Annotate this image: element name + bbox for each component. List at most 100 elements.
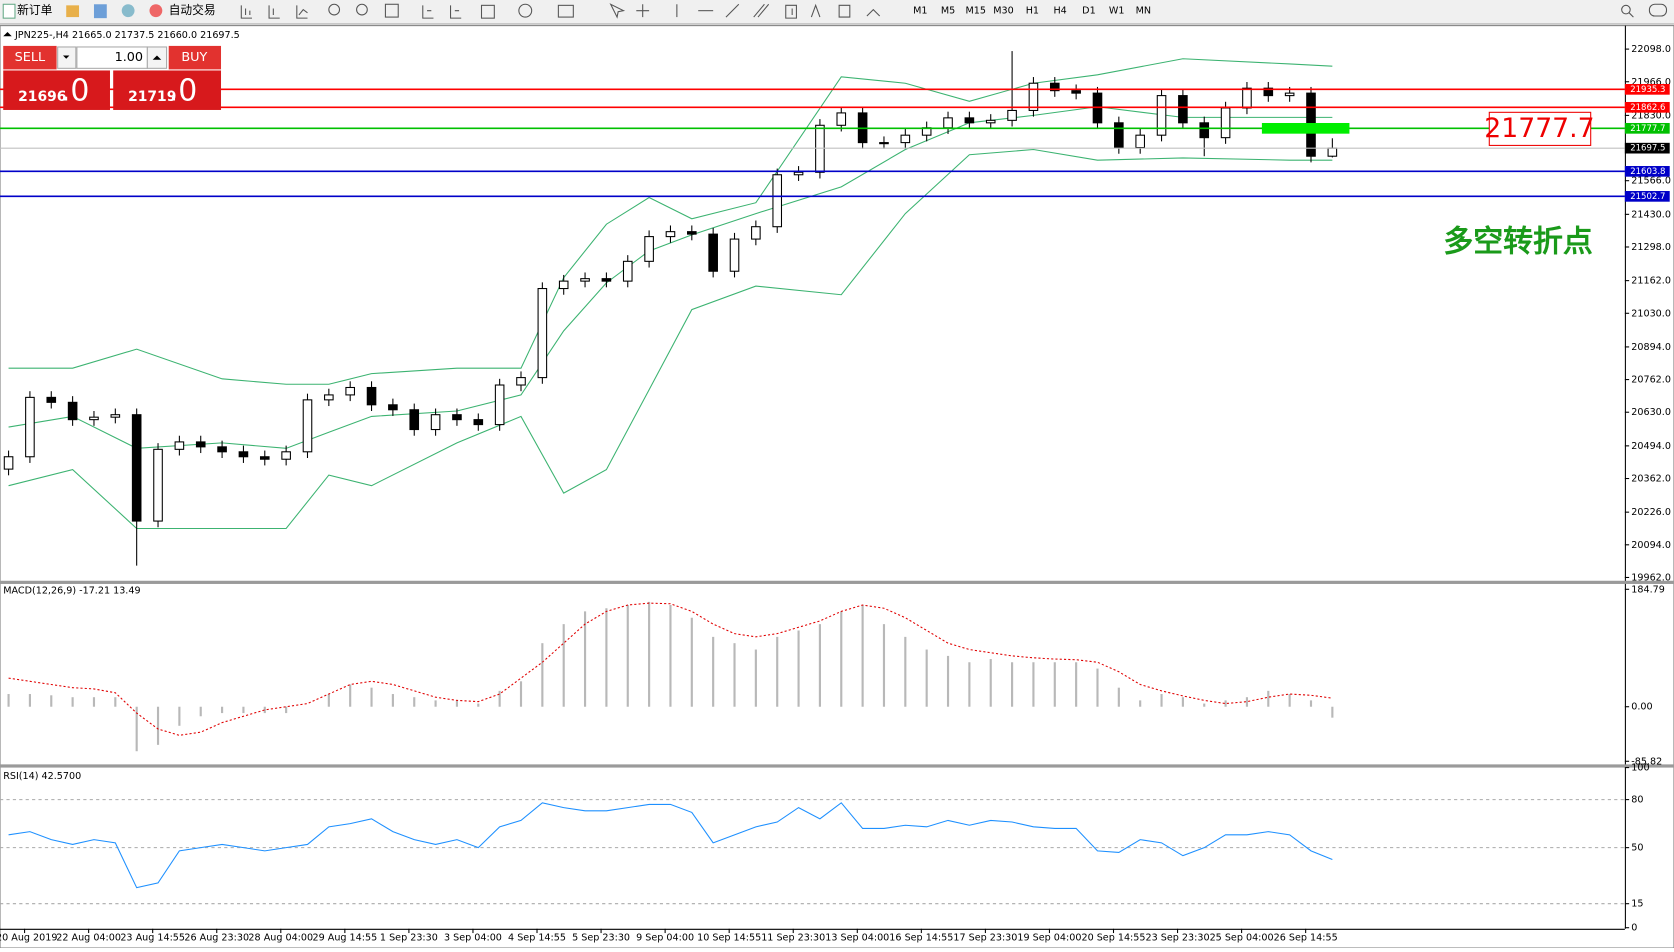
- timeframe-button[interactable]: D1: [1082, 6, 1096, 17]
- macd-title: MACD(12,26,9) -17.21 13.49: [3, 585, 140, 596]
- time-label: 26 Sep 14:55: [1274, 932, 1338, 943]
- buy-price[interactable]: 21719: [128, 89, 176, 105]
- candle-body: [558, 280, 569, 290]
- y-tick-label: 22098.0: [1631, 44, 1671, 55]
- candle-body: [195, 441, 206, 448]
- y-tick-label: 21830.0: [1631, 110, 1671, 121]
- buy-price-big[interactable]: .0: [169, 73, 198, 108]
- candle-body: [1156, 95, 1167, 136]
- sell-price-box[interactable]: [3, 70, 110, 110]
- new-order-icon[interactable]: [2, 3, 16, 19]
- y-tick-label: 20762.0: [1631, 375, 1671, 386]
- candle-body: [217, 446, 227, 453]
- time-label: 22 Aug 04:00: [56, 932, 121, 943]
- pivot-box: [1488, 111, 1592, 146]
- toolbar-tools[interactable]: [240, 3, 1668, 19]
- candle-body: [259, 456, 270, 460]
- y-tick-label: 20094.0: [1631, 540, 1671, 551]
- auto-trading-icon[interactable]: [149, 4, 163, 18]
- candle-body: [89, 416, 99, 421]
- toolbar-icon[interactable]: [93, 4, 107, 19]
- y-tick-label: 20894.0: [1631, 342, 1671, 353]
- price-label: 21862.6: [1630, 103, 1665, 113]
- y-tick-label: 0: [1631, 923, 1637, 934]
- time-label: 20 Aug 2019: [0, 932, 57, 943]
- auto-trading-button[interactable]: 自动交易: [169, 3, 216, 17]
- y-tick-label: 21162.0: [1631, 276, 1671, 287]
- buy-button[interactable]: [168, 45, 222, 70]
- macd-signal: [8, 602, 1333, 736]
- timeframe-button[interactable]: W1: [1109, 6, 1125, 17]
- candle-body: [1007, 109, 1017, 121]
- candle-body: [1049, 82, 1060, 92]
- price-label-box: [1624, 101, 1670, 113]
- candle-body: [1071, 90, 1081, 94]
- y-tick-label: 184.79: [1631, 584, 1665, 595]
- buy-price-box[interactable]: [113, 70, 222, 110]
- candle-body: [153, 448, 163, 522]
- candle-body: [622, 260, 633, 282]
- sell-price-big[interactable]: .0: [61, 73, 90, 108]
- toolbar-icon[interactable]: [121, 4, 135, 18]
- candle-body: [1114, 122, 1124, 149]
- toolbar: [0, 0, 1674, 24]
- candle-body: [665, 231, 676, 238]
- y-tick-label: -85.82: [1631, 756, 1662, 767]
- candle-body: [3, 456, 14, 470]
- sell-label[interactable]: SELL: [15, 50, 46, 65]
- y-tick-label: 20630.0: [1631, 407, 1671, 418]
- y-tick-label: 21566.0: [1631, 176, 1671, 187]
- candle-body: [131, 414, 142, 522]
- candle-body: [238, 451, 249, 458]
- time-label: 25 Sep 04:00: [1210, 932, 1274, 943]
- timeframe-button[interactable]: M30: [993, 6, 1014, 17]
- price-label-box: [1624, 191, 1670, 202]
- candle-body: [1284, 92, 1295, 97]
- candle-body: [409, 409, 420, 431]
- price-label-box: [1624, 166, 1670, 177]
- y-tick-label: 21430.0: [1631, 209, 1671, 220]
- y-tick-label: 20362.0: [1631, 474, 1671, 485]
- pivot-price: 21777.7: [1484, 113, 1594, 144]
- y-tick-label: 19962.0: [1631, 572, 1671, 583]
- y-tick-label: 15: [1631, 899, 1643, 910]
- chart-menu-icon[interactable]: [3, 32, 12, 37]
- time-label: 17 Sep 23:30: [953, 932, 1017, 943]
- lot-value[interactable]: 1.00: [115, 50, 144, 65]
- bollinger-band: [8, 148, 1333, 530]
- timeframe-button[interactable]: M5: [941, 6, 955, 17]
- y-tick-label: 21966.0: [1631, 77, 1671, 88]
- candle-body: [388, 404, 398, 411]
- sell-price[interactable]: 21696: [18, 89, 66, 105]
- candle-body: [345, 386, 355, 396]
- candle-body: [601, 278, 612, 282]
- sell-button[interactable]: [3, 45, 57, 70]
- timeframe-button[interactable]: M15: [966, 6, 986, 17]
- candle-body: [494, 384, 505, 426]
- candle-body: [1263, 87, 1274, 97]
- timeframe-button[interactable]: M1: [913, 6, 927, 17]
- time-label: 3 Sep 04:00: [444, 932, 502, 943]
- timeframe-button[interactable]: H1: [1026, 6, 1039, 17]
- toolbar-icon[interactable]: [66, 5, 80, 18]
- timeframe-button[interactable]: MN: [1136, 6, 1151, 17]
- time-label: 28 Aug 04:00: [248, 932, 313, 943]
- candle-body: [473, 419, 484, 426]
- candle-body: [1178, 95, 1188, 124]
- y-tick-label: 21298.0: [1631, 242, 1671, 253]
- buy-label[interactable]: BUY: [181, 50, 207, 65]
- candle-body: [1220, 107, 1231, 139]
- candle-body: [174, 441, 185, 450]
- price-label: 21777.7: [1630, 124, 1665, 134]
- price-label-box: [1624, 122, 1670, 134]
- timeframe-button[interactable]: H4: [1053, 6, 1066, 17]
- candle-body: [772, 174, 783, 228]
- candle-body: [879, 142, 889, 145]
- new-order-button[interactable]: 新订单: [17, 3, 52, 17]
- candle-body: [110, 414, 121, 418]
- candle-body: [985, 119, 996, 124]
- candle-body: [452, 414, 462, 421]
- y-tick-label: 20494.0: [1631, 441, 1671, 452]
- price-label: 21935.3: [1630, 85, 1665, 95]
